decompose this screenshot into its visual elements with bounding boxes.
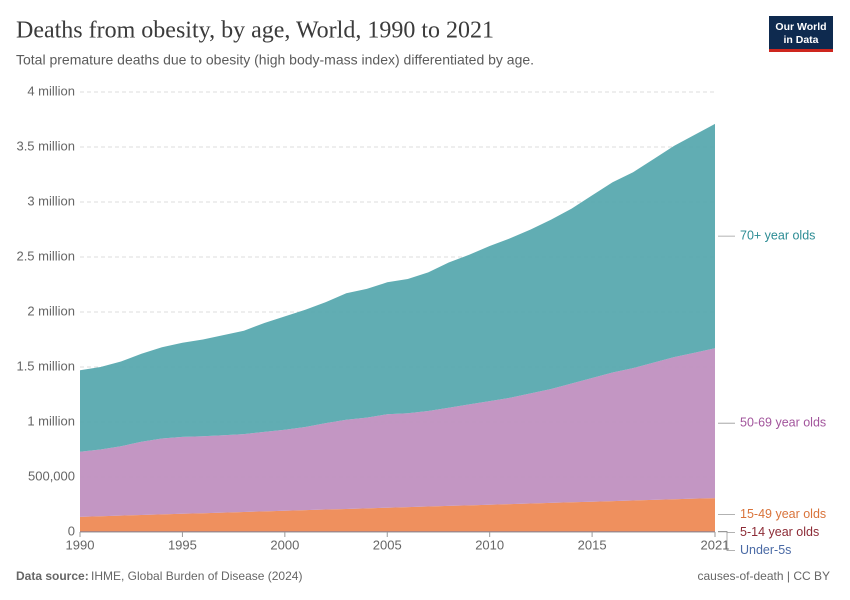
y-tick-label: 4 million: [27, 83, 75, 98]
legend-label[interactable]: 50-69 year olds: [740, 415, 826, 429]
x-tick-label: 1990: [66, 537, 95, 552]
source-label: Data source:: [16, 569, 89, 583]
logo-text: Our World: [775, 21, 826, 33]
plot: 0 500,000 1 million 1.5 million 2 million 2.5…: [16, 83, 826, 556]
y-tick-label: 1 million: [27, 413, 75, 428]
x-tick-label: 1995: [168, 537, 197, 552]
chart-title: Deaths from obesity, by age, World, 1990…: [16, 18, 494, 44]
x-tick-label: 2021: [701, 537, 730, 552]
legend-label[interactable]: Under-5s: [740, 543, 791, 557]
y-tick-label: 500,000: [28, 468, 75, 483]
y-tick-label: 3 million: [27, 193, 75, 208]
y-tick-label: 2 million: [27, 303, 75, 318]
logo-text: in Data: [783, 34, 818, 46]
logo-bar: [769, 49, 833, 52]
area: [80, 348, 715, 517]
legend-label[interactable]: 15-49 year olds: [740, 507, 826, 521]
area: [80, 498, 715, 532]
area: [80, 123, 715, 452]
y-tick-label: 2.5 million: [16, 248, 75, 263]
legend-label[interactable]: 70+ year olds: [740, 228, 815, 242]
legend-label[interactable]: 5-14 year olds: [740, 525, 819, 539]
license: causes-of-death | CC BY: [697, 569, 830, 583]
label-connector: [718, 531, 735, 551]
y-tick-label: 0: [68, 523, 75, 538]
logo: [769, 16, 833, 52]
x-tick-label: 2010: [475, 537, 504, 552]
y-tick-label: 1.5 million: [16, 358, 75, 373]
x-tick-label: 2015: [578, 537, 607, 552]
y-tick-label: 3.5 million: [16, 138, 75, 153]
x-tick-label: 2005: [373, 537, 402, 552]
chart-subtitle: Total premature deaths due to obesity (h…: [16, 52, 534, 68]
x-tick-label: 2000: [270, 537, 299, 552]
source: IHME, Global Burden of Disease (2024): [91, 569, 302, 583]
